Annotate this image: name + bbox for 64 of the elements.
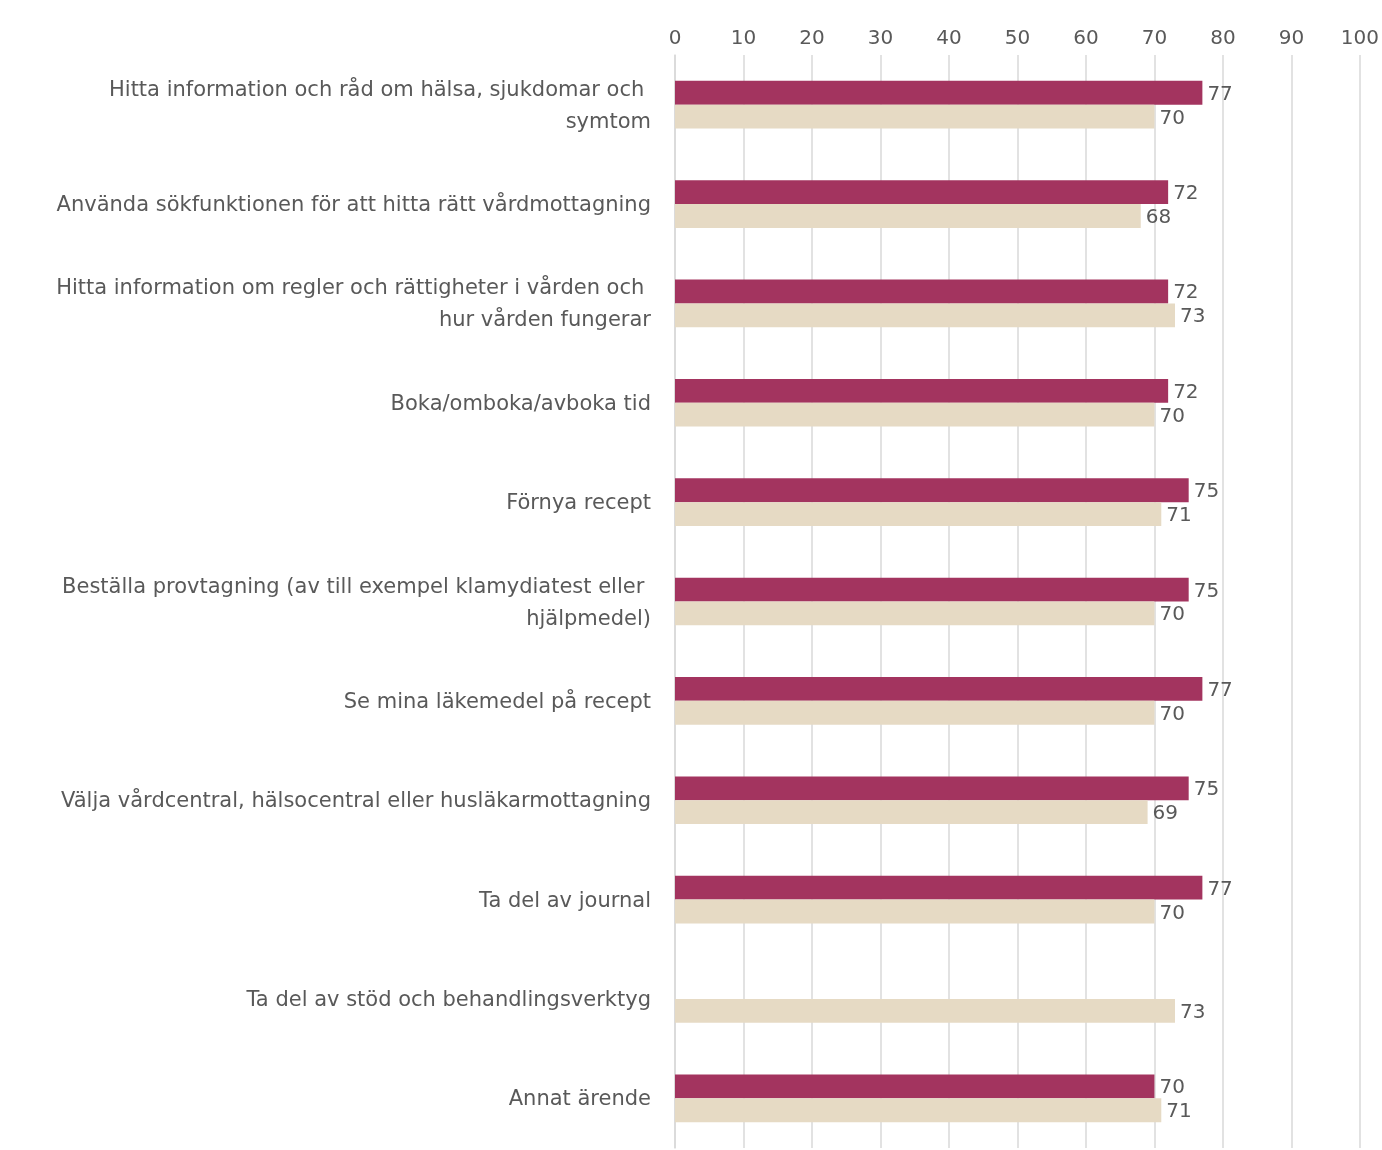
y-tick-label: Boka/omboka/avboka tid: [390, 390, 651, 415]
data-label: 72: [1173, 180, 1199, 205]
data-label: 70: [1159, 601, 1185, 626]
bar: [675, 1098, 1162, 1123]
x-tick-label: 50: [1004, 25, 1031, 49]
data-label: 71: [1166, 502, 1192, 527]
bar: [675, 378, 1169, 403]
y-tick-label: Förnya recept: [506, 490, 651, 515]
data-label: 77: [1207, 676, 1233, 701]
x-tick-label: 90: [1278, 25, 1305, 49]
x-tick-label: 0: [668, 25, 682, 49]
y-tick-label: Se mina läkemedel på recept: [343, 687, 651, 713]
y-tick-label: Ta del av journal: [478, 887, 651, 912]
bar: [675, 601, 1155, 626]
data-label: 73: [1179, 303, 1206, 328]
bar: [675, 104, 1155, 129]
y-tick-label: Annat ärende: [508, 1086, 651, 1111]
bar: [675, 700, 1155, 725]
data-label: 70: [1159, 899, 1185, 924]
bar: [675, 279, 1169, 304]
y-tick-label: Välja vårdcentral, hälsocentral eller husläkarmottagning: [61, 787, 651, 813]
x-tick-label: 30: [867, 25, 894, 49]
data-label: 75: [1193, 478, 1220, 503]
y-tick-label: Ta del av stöd och behandlingsverktyg: [245, 986, 651, 1011]
bar: [675, 677, 1203, 701]
data-label: 71: [1166, 1098, 1192, 1123]
x-tick-label: 60: [1073, 25, 1099, 49]
data-label: 70: [1159, 700, 1185, 725]
bar: [675, 577, 1189, 602]
data-label: 70: [1159, 104, 1185, 129]
bar: [675, 875, 1203, 900]
bar: [675, 402, 1155, 427]
data-label: 69: [1152, 800, 1179, 825]
data-label: 68: [1145, 203, 1172, 228]
x-tick-label: 80: [1210, 25, 1236, 49]
y-tick-label: Hitta information om regler och rättigheter i vården och hur vården fungerar: [56, 274, 652, 332]
bar: [675, 303, 1175, 328]
y-tick-label: Använda sökfunktionen för att hitta rätt vårdmottagning: [56, 191, 651, 217]
bar: [675, 800, 1148, 825]
data-label: 75: [1193, 577, 1220, 602]
data-label: 72: [1173, 279, 1199, 304]
bar: [675, 80, 1203, 105]
data-label: 77: [1207, 875, 1233, 900]
bar: [675, 998, 1175, 1023]
data-label: 77: [1207, 80, 1233, 105]
bar: [675, 899, 1155, 924]
data-label: 70: [1159, 1074, 1185, 1099]
bar: [675, 180, 1169, 205]
x-tick-label: 100: [1340, 25, 1380, 49]
bar: [675, 776, 1189, 801]
y-tick-label: Hitta information och råd om hälsa, sjukdomar och symtom: [109, 75, 651, 133]
x-tick-label: 40: [936, 25, 962, 49]
x-tick-label: 70: [1141, 25, 1168, 49]
data-label: 75: [1193, 776, 1220, 801]
data-label: 73: [1179, 998, 1206, 1023]
bar: [675, 204, 1141, 228]
data-label: 72: [1173, 378, 1199, 403]
data-label: 70: [1159, 402, 1185, 427]
bar: [675, 1074, 1155, 1099]
bar: [675, 502, 1162, 526]
x-tick-label: 10: [730, 25, 757, 49]
bar: [675, 478, 1189, 503]
x-tick-label: 20: [799, 25, 825, 49]
y-tick-label: Beställa provtagning (av till exempel klamydiatest eller hjälpmedel): [62, 573, 651, 630]
